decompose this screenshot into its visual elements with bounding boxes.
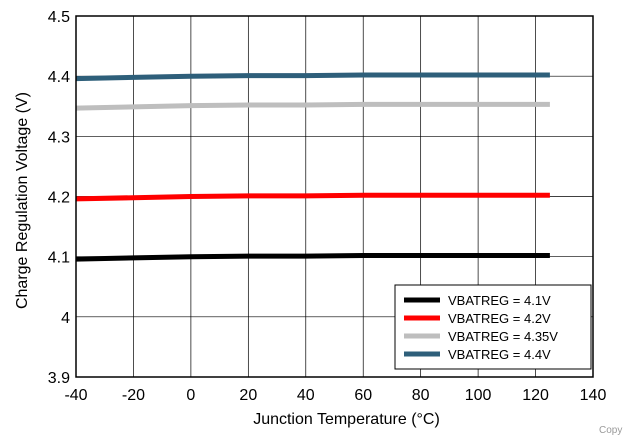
- y-tick-label: 4.4: [48, 69, 70, 86]
- series-line: [75, 72, 550, 82]
- legend-label: VBATREG = 4.2V: [448, 311, 551, 326]
- series-lines: [75, 72, 550, 262]
- legend: VBATREG = 4.1V VBATREG = 4.2V VBATREG = 4.…: [394, 284, 592, 370]
- x-tick-label: -40: [64, 387, 87, 404]
- y-tick-label: 4.5: [48, 9, 70, 26]
- legend-label: VBATREG = 4.35V: [448, 329, 558, 344]
- x-tick-label: 120: [522, 387, 549, 404]
- y-tick-label: 4: [61, 310, 70, 327]
- x-tick-label: -20: [122, 387, 145, 404]
- x-tick-label: 80: [412, 387, 430, 404]
- x-axis-label: Junction Temperature (°C): [253, 411, 440, 428]
- x-tick-label: 140: [580, 387, 607, 404]
- series-line: [75, 253, 550, 262]
- series-line: [75, 101, 550, 111]
- plot-frame: [75, 15, 594, 378]
- y-tick-label: 4.1: [48, 250, 70, 267]
- legend-label: VBATREG = 4.1V: [448, 293, 551, 308]
- legend-label: VBATREG = 4.4V: [448, 347, 551, 362]
- series-line: [75, 192, 550, 202]
- x-tick-label: 20: [239, 387, 257, 404]
- x-tick-labels: -40 -20 0 20 40 60 80 100 120 140: [64, 387, 606, 404]
- y-tick-labels: 3.9 4 4.1 4.2 4.3 4.4 4.5: [48, 9, 70, 387]
- x-tick-label: 60: [354, 387, 372, 404]
- y-axis-label: Charge Regulation Voltage (V): [14, 92, 31, 309]
- x-tick-label: 100: [465, 387, 492, 404]
- x-tick-label: 40: [297, 387, 315, 404]
- y-tick-label: 4.2: [48, 190, 70, 207]
- copyright-text: Copy: [599, 425, 622, 435]
- x-tick-label: 0: [186, 387, 195, 404]
- y-tick-label: 3.9: [48, 370, 70, 387]
- y-tick-label: 4.3: [48, 129, 70, 146]
